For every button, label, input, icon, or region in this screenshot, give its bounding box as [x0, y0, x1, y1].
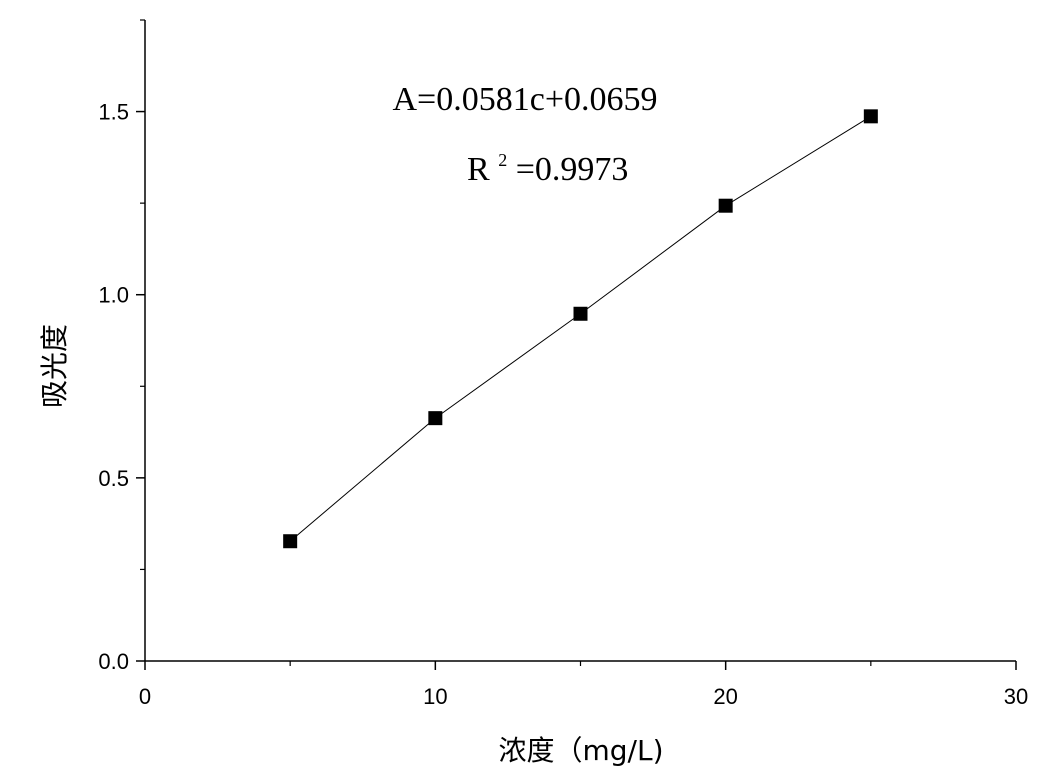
- x-axis-title: 浓度（mg/L): [498, 734, 663, 767]
- x-tick-label: 20: [713, 684, 737, 709]
- y-tick-label: 0.0: [98, 649, 129, 674]
- x-tick-label: 30: [1004, 684, 1028, 709]
- r-squared-value: =0.9973: [516, 151, 629, 188]
- data-point-marker: [863, 109, 878, 124]
- r-squared-prefix: R: [467, 151, 490, 188]
- data-point-marker: [283, 534, 298, 549]
- y-tick-label: 1.5: [98, 100, 129, 125]
- r-squared-annotation: R 2 =0.9973: [467, 137, 628, 188]
- y-axis-ticks: 0.0 0.5 1.0 1.5: [98, 19, 145, 674]
- y-axis-title: 吸光度: [38, 324, 71, 408]
- data-point-marker: [573, 306, 588, 321]
- y-tick-label: 1.0: [98, 283, 129, 308]
- x-axis-ticks: 0 10 20 30: [139, 661, 1028, 709]
- axes: 0 10 20 30 0.0 0.5 1.0 1.5: [98, 19, 1028, 709]
- data-series: [283, 109, 878, 549]
- data-point-marker: [428, 411, 443, 426]
- x-tick-label: 0: [139, 684, 151, 709]
- data-point-marker: [718, 198, 733, 213]
- x-tick-label: 10: [423, 684, 447, 709]
- r-squared-superscript: 2: [498, 150, 507, 170]
- regression-equation: A=0.0581c+0.0659: [393, 81, 658, 118]
- y-tick-label: 0.5: [98, 466, 129, 491]
